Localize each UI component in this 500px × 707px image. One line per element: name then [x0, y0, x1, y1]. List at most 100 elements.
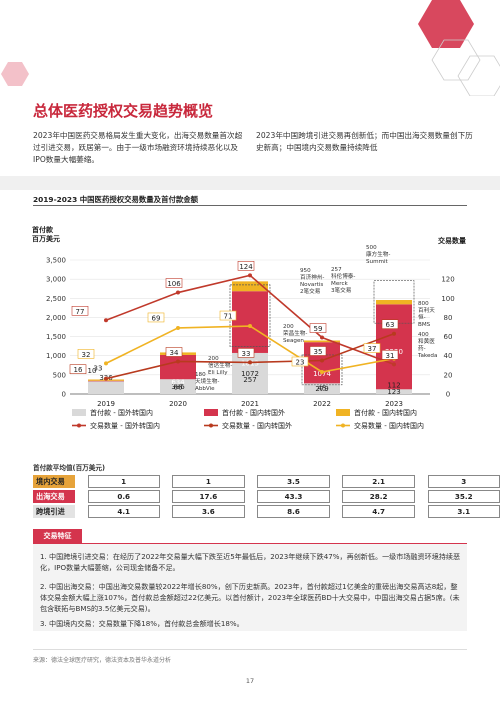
x-tick-label: 2023: [385, 400, 403, 408]
advance-table-gap: [160, 475, 173, 488]
line-value-label: 35: [314, 348, 323, 356]
legend-label: 首付款 - 国内转国外: [222, 408, 285, 417]
advance-table-cell: 1: [172, 475, 245, 488]
deal-annotation: 天境生物-: [195, 377, 219, 385]
advance-table-cell: 4.7: [342, 505, 415, 518]
y-left-tick-label: 3,000: [46, 276, 66, 284]
bar-segment: [376, 389, 412, 394]
bar-segment: [160, 354, 196, 380]
hexagon-decoration-left: [1, 62, 29, 86]
line-value-label: 69: [152, 314, 161, 322]
y-axis-right-label: 交易数量: [438, 236, 466, 245]
advance-table-gap: [245, 490, 258, 503]
y-right-tick-label: 40: [444, 352, 453, 360]
line-point: [104, 361, 108, 366]
legend-label: 交易数量 - 国内转国外: [222, 421, 292, 430]
line-value-label: 37: [368, 345, 377, 353]
line-point: [320, 358, 324, 363]
advance-table-gap: [245, 505, 258, 518]
deal-annotation: Seagen: [283, 338, 304, 344]
bar-value-label: 10: [88, 367, 97, 375]
advance-table-gap: [160, 490, 173, 503]
line-label-box: [381, 319, 399, 329]
line-point: [320, 369, 324, 374]
line-label-box: [363, 343, 381, 353]
line-point: [104, 318, 108, 323]
y-left-tick-label: 3,500: [46, 257, 66, 265]
chart-title: 2019-2023 中国医药授权交易数量及首付款金额: [33, 195, 199, 204]
deal-annotation: Eli Lilly: [208, 370, 228, 376]
deal-annotation: 荣昌生物-: [283, 329, 307, 337]
line-value-label: 77: [76, 308, 85, 316]
y-left-tick-label: 0: [62, 391, 66, 399]
x-tick-label: 2021: [241, 400, 259, 408]
line-value-label: 59: [314, 325, 323, 333]
line-label-box: [291, 356, 309, 367]
y-right-tick-label: 120: [441, 276, 454, 284]
y-right-tick-label: 0: [446, 391, 450, 399]
line-value-label: 16: [74, 366, 83, 374]
x-tick-label: 2020: [169, 400, 187, 408]
legend-label: 交易数量 - 国外转国内: [90, 421, 160, 430]
bar-segment: [232, 281, 268, 292]
deal-annotation: Takeda: [417, 353, 437, 359]
line-label-box: [71, 306, 89, 316]
advance-table-row: 境内交易 1 1 3.5 2.1 3: [33, 475, 500, 488]
bar-segment: [88, 380, 124, 382]
y-left-tick-label: 2,500: [46, 295, 66, 303]
feature-item-1: 1. 中国跨境引进交易：在经历了2022年交易量大幅下跌至近5年最低后，2023…: [40, 552, 461, 572]
line-value-label: 106: [167, 280, 181, 288]
page-title: 总体医药授权交易趋势概览: [33, 102, 214, 120]
source-rule: [33, 649, 467, 650]
deal-annotation: 500: [366, 245, 377, 251]
line-point: [392, 362, 396, 367]
bar-value-label: 123: [387, 388, 400, 396]
line-value-label: 71: [224, 313, 233, 321]
advance-table-gap: [330, 490, 343, 503]
line-value-label: 33: [242, 350, 251, 358]
line-point: [248, 273, 252, 278]
legend-swatch: [336, 409, 350, 416]
advance-table-gap: [245, 475, 258, 488]
advance-table-row-label: 跨境引进: [33, 505, 76, 518]
deal-annotation: BMS: [418, 322, 431, 328]
bar-value-label: 66: [174, 383, 183, 391]
deal-annotation: 康方生物-: [366, 250, 390, 258]
bar-segment: [88, 381, 124, 394]
advance-table-cell: 43.3: [257, 490, 330, 503]
y-left-tick-label: 1,500: [46, 333, 66, 341]
line-point: [392, 331, 396, 336]
intro-right-paragraph: 2023年中国跨境引进交易再创新低；而中国出海交易数量创下历史新高；中国境内交易…: [256, 131, 473, 152]
deal-annotation: 950: [300, 268, 311, 274]
advance-table-cell: 0.6: [87, 490, 160, 503]
line-label-box: [381, 350, 399, 360]
bar-value-label: 634: [171, 378, 185, 386]
deal-annotation: 400: [418, 332, 429, 338]
line-point: [176, 325, 180, 330]
legend-label: 首付款 - 国内转国内: [354, 408, 417, 417]
advance-table-title: 首付款平均值(百万美元): [33, 464, 105, 472]
bar-value-label: 1072: [241, 370, 259, 378]
deal-annotation: 200: [208, 356, 219, 362]
deal-annotation: 200: [283, 324, 294, 330]
legend-marker: [209, 423, 213, 428]
line-value-label: 23: [296, 358, 305, 366]
advance-table-cell: 3: [427, 475, 500, 488]
advance-table-gap: [75, 490, 88, 503]
advance-table-gap: [415, 505, 428, 518]
advance-table-gap: [330, 505, 343, 518]
source-note: 来源：德法全球医疗研究，德法资本及普华永道分析: [33, 657, 172, 664]
legend-marker: [341, 423, 345, 428]
advance-table-gap: [160, 505, 173, 518]
advance-table-row: 出海交易 0.6 17.6 43.3 28.2 35.2: [33, 490, 500, 503]
advance-table-row: 跨境引进 4.1 3.6 8.6 4.7 3.1: [33, 505, 500, 518]
advance-table-cell: 28.2: [342, 490, 415, 503]
advance-table-gap: [75, 475, 88, 488]
line-value-label: 31: [386, 352, 395, 360]
line-label-box: [219, 310, 237, 321]
deal-annotation: 和黄医: [418, 337, 435, 345]
line-label-box: [147, 312, 165, 323]
line-value-label: 63: [386, 321, 395, 329]
deal-annotation: Merck: [331, 281, 349, 287]
y-axis-left-label: 百万美元: [32, 234, 60, 243]
